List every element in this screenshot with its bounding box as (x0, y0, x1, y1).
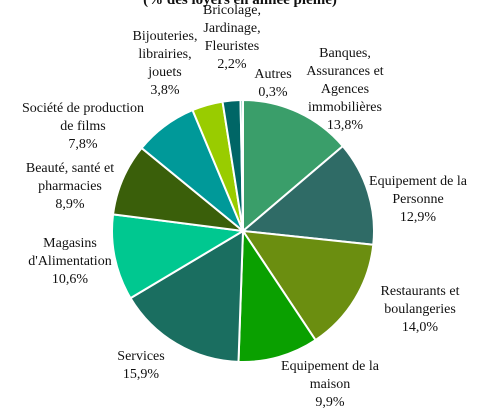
pie-slice (239, 98, 244, 232)
slice-value-label: 15,9% (123, 367, 160, 382)
slice-label: Bijouteries, librairies, jouets (133, 29, 198, 80)
pie-slice (129, 229, 245, 363)
slice-label: Restaurants et boulangeries (381, 284, 460, 317)
pie-slice (111, 213, 246, 300)
slice-label: Banques, Assurances et Agences immobilières (306, 46, 383, 115)
pie-slice (240, 144, 375, 246)
pie-slice (237, 227, 317, 363)
slice-value-label: 12,9% (400, 210, 437, 225)
slice-value-label: 13,8% (327, 118, 364, 133)
slice-value-label: 0,3% (258, 85, 288, 100)
chart-title: (% des loyers en année pleine) (143, 0, 337, 8)
pie-slice (242, 98, 345, 234)
pie-slice (240, 229, 375, 342)
slice-label: Equipement de la Personne (369, 174, 468, 207)
slice-value-label: 7,8% (68, 137, 98, 152)
slice-value-label: 9,9% (315, 395, 345, 410)
slice-label: Beauté, santé et pharmacies (26, 161, 114, 194)
slice-label: Société de production de films (22, 101, 144, 134)
slice-value-label: 2,2% (217, 57, 247, 72)
slice-value-label: 8,9% (55, 197, 85, 212)
slice-label: Autres (254, 67, 291, 82)
slice-label: Magasins d'Alimentation (28, 236, 111, 269)
slice-label: Equipement de la maison (281, 359, 380, 392)
slice-label: Services (117, 349, 164, 364)
slice-value-label: 10,6% (52, 272, 89, 287)
slice-value-label: 14,0% (402, 320, 439, 335)
slice-value-label: 3,8% (150, 83, 180, 98)
slice-label: Bricolage, Jardinage, Fleuristes (203, 3, 261, 54)
